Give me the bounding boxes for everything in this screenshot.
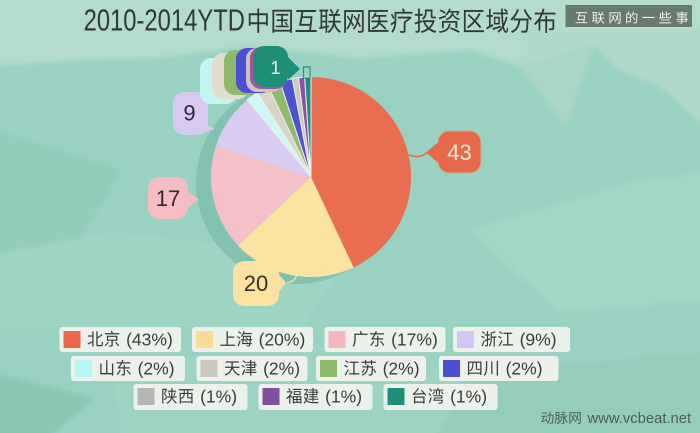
svg-text:(9%): (9%) — [520, 329, 557, 349]
svg-text:(1%): (1%) — [200, 386, 237, 406]
svg-text:(2%): (2%) — [506, 358, 543, 378]
svg-text:(43%): (43%) — [126, 329, 173, 349]
svg-text:(1%): (1%) — [325, 386, 362, 406]
svg-text:9: 9 — [183, 101, 195, 126]
svg-text:1: 1 — [270, 58, 280, 78]
svg-text:(20%): (20%) — [259, 329, 306, 349]
svg-text:(2%): (2%) — [263, 358, 300, 378]
svg-text:(17%): (17%) — [391, 329, 438, 349]
svg-text:(1%): (1%) — [450, 386, 487, 406]
svg-text:(2%): (2%) — [383, 358, 420, 378]
svg-text:www.vcbeat.net: www.vcbeat.net — [587, 411, 692, 427]
svg-text:17: 17 — [156, 186, 180, 211]
svg-text:43: 43 — [447, 140, 471, 165]
svg-text:20: 20 — [244, 271, 268, 296]
svg-text:2010-2014YTD: 2010-2014YTD — [84, 3, 245, 38]
svg-text:(2%): (2%) — [138, 358, 175, 378]
